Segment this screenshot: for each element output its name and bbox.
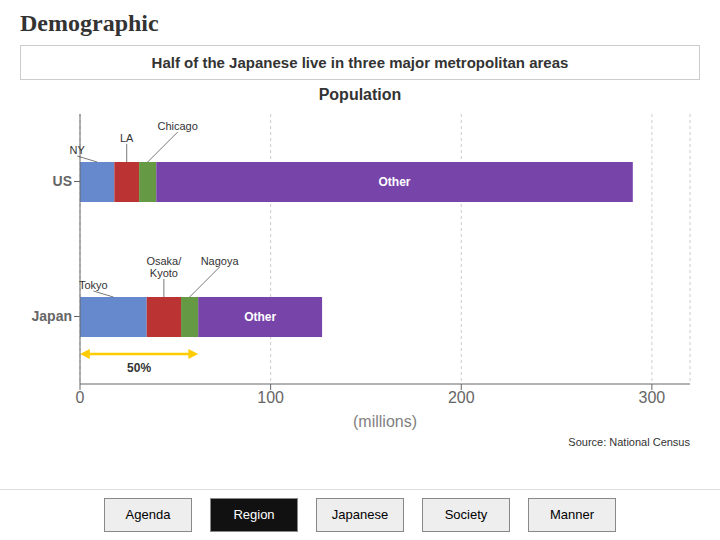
svg-text:Osaka/Kyoto: Osaka/Kyoto [146,255,182,279]
html-text:Source: National Census: Source: National Census [568,436,690,448]
svg-text:50%: 50% [127,361,151,375]
svg-text:0: 0 [76,389,85,406]
svg-text:Nagoya: Nagoya [201,255,240,267]
svg-text:Other: Other [379,175,411,189]
svg-text:300: 300 [639,389,666,406]
html-text:Population: Population [318,86,402,103]
svg-text:(millions): (millions) [353,413,417,430]
svg-text:100: 100 [257,389,284,406]
html-text:Agenda: Agenda [125,507,171,522]
html-text:Manner: Manner [550,507,594,522]
svg-text:NY: NY [70,144,86,156]
svg-text:200: 200 [448,389,475,406]
svg-text:Chicago: Chicago [157,120,197,132]
svg-text:Other: Other [244,310,276,324]
html-text:Japanese: Japanese [331,507,389,522]
svg-text:Tokyo: Tokyo [79,279,108,291]
html-text:Region: Region [233,507,275,522]
svg-text:Japan: Japan [32,308,72,324]
html-text:Half of the Japanese live in t: Half of the Japanese live in three major… [151,54,569,71]
html-text:Society: Society [444,507,488,522]
svg-text:LA: LA [120,132,134,144]
svg-text:US: US [53,173,72,189]
html-text:Demographic: Demographic [20,10,159,36]
